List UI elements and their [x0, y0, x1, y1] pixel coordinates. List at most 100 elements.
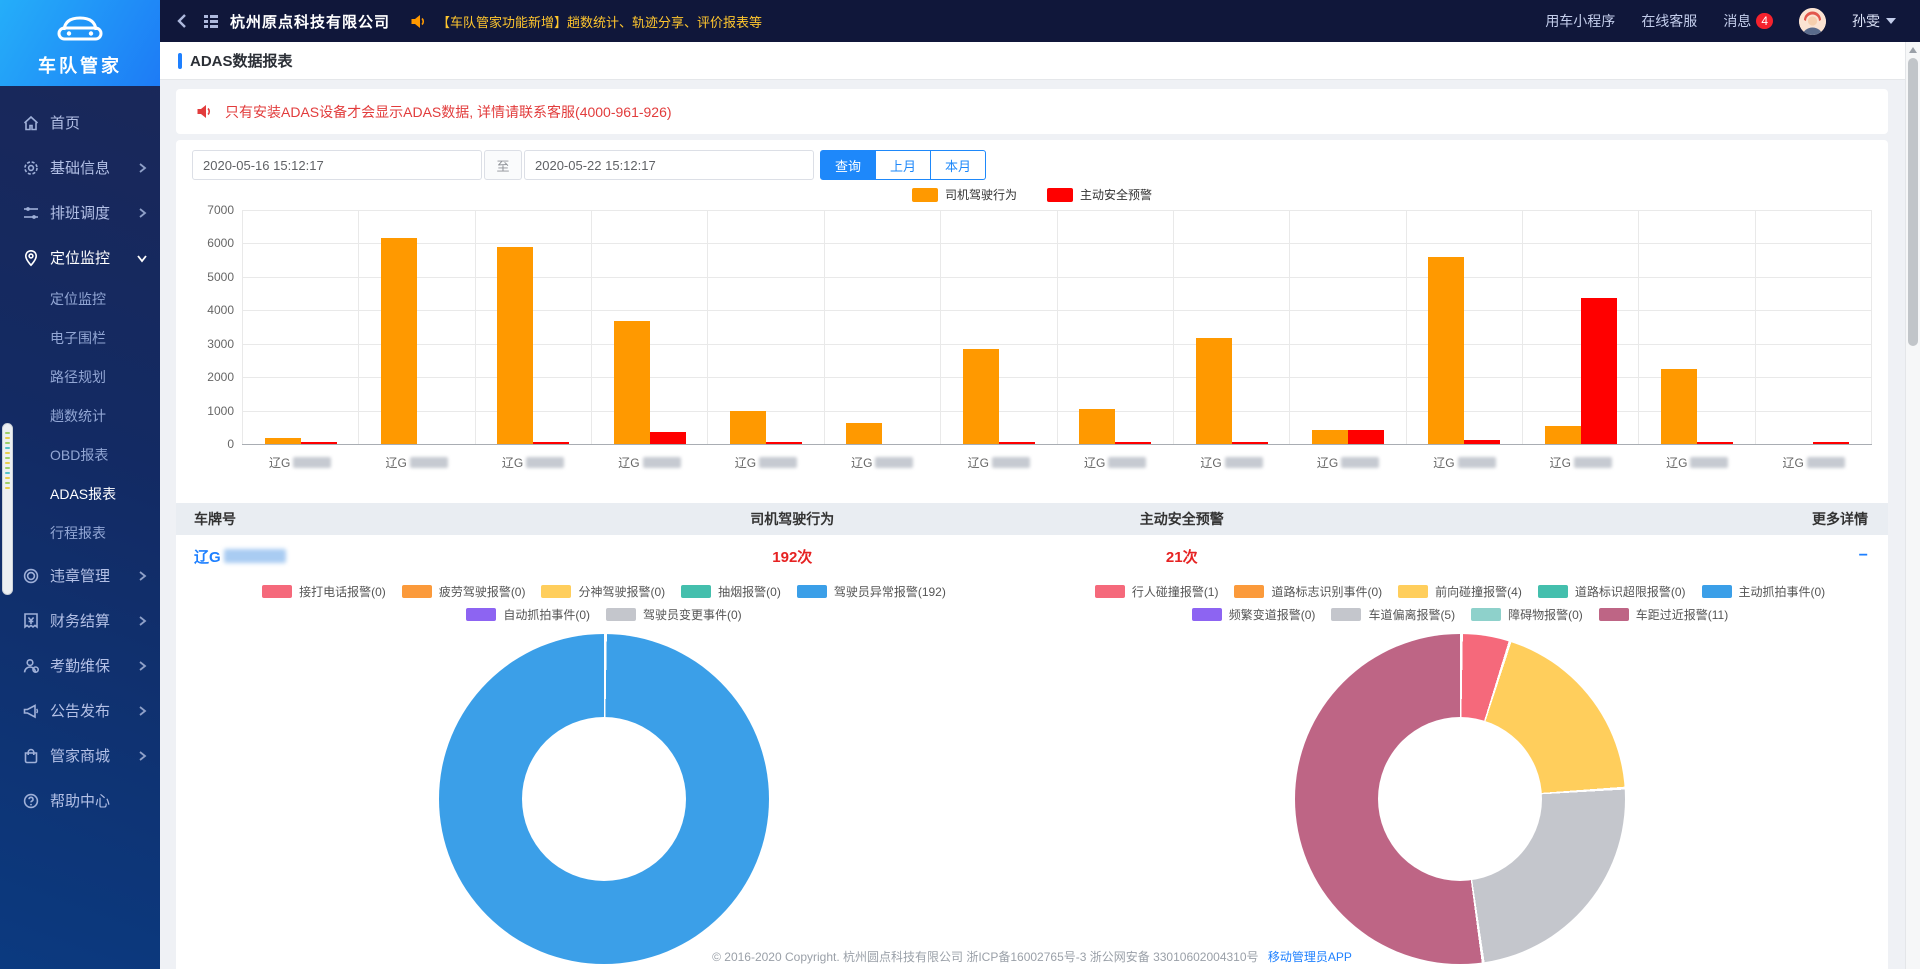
date-range-separator: 至: [484, 150, 522, 180]
sidebar-item-scheduling[interactable]: 排班调度: [0, 190, 160, 235]
legend-item[interactable]: 抽烟报警(0): [681, 583, 781, 600]
legend-item[interactable]: 驾驶员变更事件(0): [606, 606, 742, 623]
sidebar-item-finance[interactable]: 财务结算: [0, 598, 160, 643]
legend-item[interactable]: 车道偏离报警(5): [1331, 606, 1455, 623]
bar-司机驾驶行为: [1311, 430, 1348, 444]
sidebar-item-help-center[interactable]: 帮助中心: [0, 778, 160, 823]
x-axis-tick: 辽G: [242, 454, 358, 471]
sidebar-item-location-monitor[interactable]: 定位监控: [0, 235, 160, 280]
start-date-input[interactable]: [192, 150, 482, 180]
legend-item[interactable]: 接打电话报警(0): [262, 583, 386, 600]
safety-warning-donut-chart: [1295, 634, 1625, 964]
legend-item[interactable]: 主动安全预警: [1047, 186, 1152, 203]
legend-item[interactable]: 疲劳驾驶报警(0): [401, 583, 525, 600]
sidebar-item-attendance[interactable]: 考勤维保: [0, 643, 160, 688]
col-plate: 车牌号: [194, 511, 236, 527]
bar-司机驾驶行为: [846, 423, 883, 444]
scrollbar-up-arrow[interactable]: [1909, 47, 1917, 53]
sidebar-item-violation[interactable]: 违章管理: [0, 553, 160, 598]
legend-item[interactable]: 司机驾驶行为: [911, 186, 1017, 203]
bar-group: [1754, 210, 1871, 444]
x-axis-tick: 辽G: [1406, 454, 1522, 471]
sidebar-subitem-itinerary-report[interactable]: 行程报表: [50, 525, 106, 541]
sidebar-item-mall[interactable]: 管家商城: [0, 733, 160, 778]
sliders-icon: [22, 204, 40, 222]
adas-notice-banner: 只有安装ADAS设备才会显示ADAS数据, 详情请联系客服(4000-961-9…: [176, 89, 1888, 134]
bar-主动安全预警: [1696, 442, 1733, 444]
legend-item[interactable]: 障碍物报警(0): [1471, 606, 1583, 623]
user-menu[interactable]: 孙雯: [1852, 11, 1896, 31]
collapse-sidebar-icon[interactable]: [174, 12, 192, 30]
legend-swatch: [681, 585, 712, 598]
chevron-right-icon: [136, 705, 148, 717]
legend-item[interactable]: 主动抓拍事件(0): [1701, 583, 1825, 600]
legend-item[interactable]: 车距过近报警(11): [1598, 606, 1728, 623]
plate-redacted: [409, 457, 448, 468]
x-axis-tick: 辽G: [708, 454, 824, 471]
y-axis-tick: 2000: [207, 370, 234, 385]
legend-item[interactable]: 自动抓拍事件(0): [466, 606, 590, 623]
bar-group: [1289, 210, 1405, 444]
bar-司机驾驶行为: [1079, 409, 1116, 444]
online-support-link[interactable]: 在线客服: [1641, 13, 1698, 29]
browser-extension-widget[interactable]: [2, 423, 13, 595]
legend-item[interactable]: 分神驾驶报警(0): [541, 583, 665, 600]
sidebar-item-basic-info[interactable]: 基础信息: [0, 145, 160, 190]
sidebar-subitem-location-monitor[interactable]: 定位监控: [50, 291, 106, 307]
sidebar-subitem-trip-stats[interactable]: 趟数统计: [50, 408, 106, 424]
sidebar: 车队管家 首页 基础信息 排班调度 定位监控 定位监控 电子围栏 路径规划 趟数统计 OBD报表…: [0, 0, 160, 969]
sidebar-subitem-obd-report[interactable]: OBD报表: [50, 447, 109, 463]
chevron-down-icon: [1886, 18, 1896, 24]
this-month-button[interactable]: 本月: [931, 150, 987, 180]
scrollbar-thumb[interactable]: [1908, 58, 1918, 346]
search-button[interactable]: 查询: [820, 150, 877, 180]
collapse-row-button[interactable]: −: [1858, 547, 1868, 564]
legend-item[interactable]: 前向碰撞报警(4): [1398, 583, 1522, 600]
x-axis-tick: 辽G: [1755, 454, 1871, 471]
bar-group: [591, 210, 707, 444]
legend-item[interactable]: 道路标识超限报警(0): [1537, 583, 1686, 600]
plate-redacted: [1108, 457, 1147, 468]
title-accent-bar: [178, 52, 182, 69]
x-axis-tick: 辽G: [1523, 454, 1639, 471]
bar-主动安全预警: [766, 442, 803, 444]
driver-pie-legend: 接打电话报警(0) 疲劳驾驶报警(0) 分神驾驶报警(0) 抽烟报警(0) 驾驶员异常报…: [176, 580, 1032, 626]
message-count-badge: 4: [1756, 13, 1773, 29]
sidebar-item-announcement[interactable]: 公告发布: [0, 688, 160, 733]
sidebar-subitem-adas-report[interactable]: ADAS报表: [50, 486, 117, 502]
app-grid-icon[interactable]: [202, 12, 220, 30]
bar-group: [358, 210, 474, 444]
bar-group: [1521, 210, 1638, 444]
car-logo-icon: [54, 9, 106, 48]
gear-icon: [22, 159, 40, 177]
end-date-input[interactable]: [524, 150, 814, 180]
legend-item[interactable]: 行人碰撞报警(1): [1094, 583, 1218, 600]
plate-redacted: [759, 457, 798, 468]
plate-redacted: [293, 457, 332, 468]
sidebar-subitem-route-plan[interactable]: 路径规划: [50, 369, 106, 385]
chevron-down-icon: [136, 252, 148, 264]
plate-redacted: [1224, 457, 1263, 468]
prev-month-button[interactable]: 上月: [876, 150, 932, 180]
legend-item[interactable]: 驾驶员异常报警(192): [796, 583, 946, 600]
sidebar-item-home[interactable]: 首页: [0, 100, 160, 145]
plate-link[interactable]: 辽G: [176, 546, 518, 567]
sidebar-subitem-geo-fence[interactable]: 电子围栏: [50, 330, 106, 346]
messages-link[interactable]: 消息 4: [1723, 11, 1773, 31]
mini-program-link[interactable]: 用车小程序: [1545, 13, 1616, 29]
legend-swatch: [1331, 608, 1362, 621]
bar-chart-legend: 司机驾驶行为 主动安全预警: [176, 186, 1888, 203]
plate-redacted: [223, 549, 286, 563]
scrollbar[interactable]: [1905, 42, 1920, 969]
mobile-admin-app-link[interactable]: 移动管理员APP: [1267, 950, 1352, 964]
legend-item[interactable]: 频繁变道报警(0): [1191, 606, 1315, 623]
user-avatar[interactable]: [1799, 7, 1826, 35]
gridline: [242, 444, 1872, 445]
detail-row: 接打电话报警(0) 疲劳驾驶报警(0) 分神驾驶报警(0) 抽烟报警(0) 驾驶员异常报…: [176, 580, 1888, 964]
legend-item[interactable]: 道路标志识别事件(0): [1234, 583, 1382, 600]
app-logo[interactable]: 车队管家: [0, 0, 160, 86]
y-axis-tick: 3000: [207, 336, 234, 351]
plate-redacted: [1574, 457, 1613, 468]
announcement-text[interactable]: 【车队管家功能新增】趟数统计、轨迹分享、评价报表等: [437, 14, 763, 30]
legend-swatch: [911, 187, 938, 202]
